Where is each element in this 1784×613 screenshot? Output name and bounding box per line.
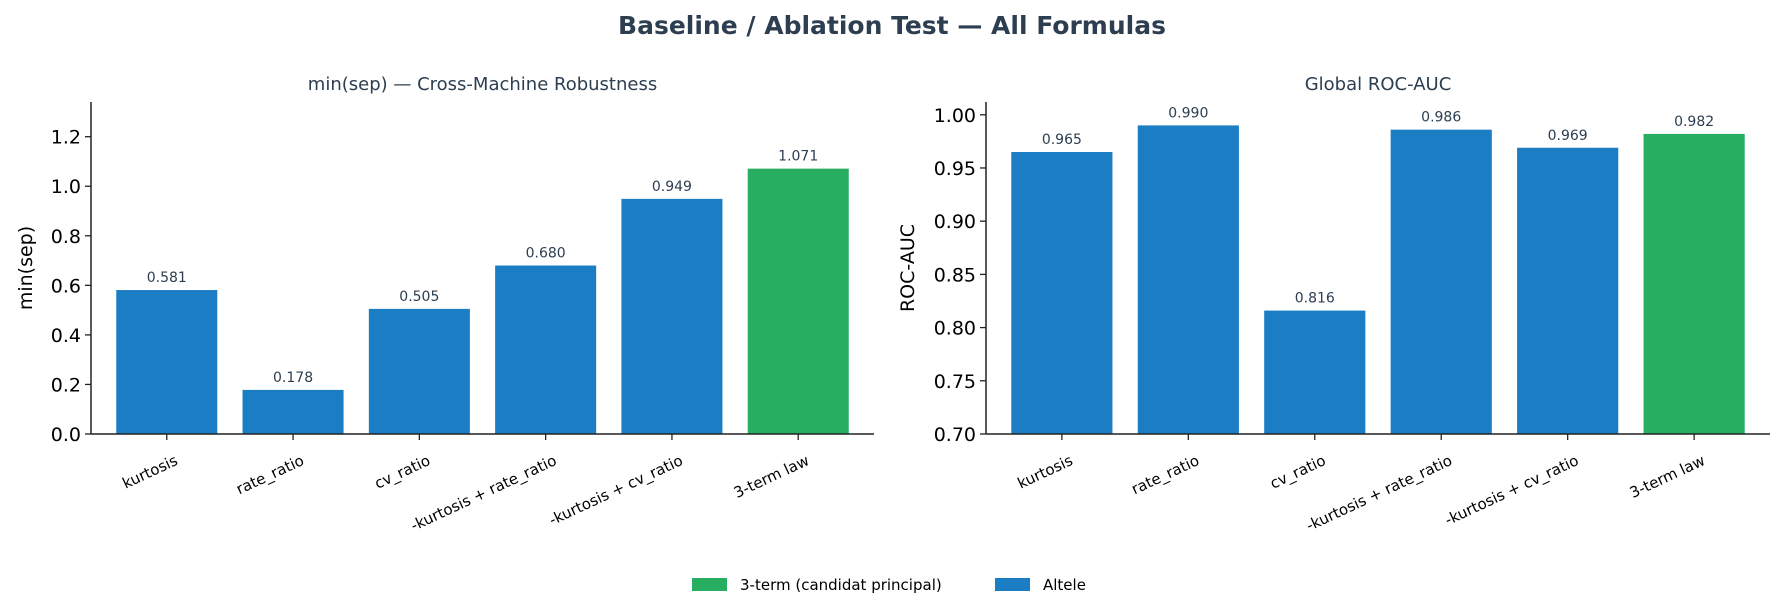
y-axis-label: min(sep) — [15, 226, 37, 310]
bar — [621, 198, 723, 434]
bar — [368, 308, 470, 434]
x-tick-label: cv_ratio — [1267, 451, 1329, 493]
chart-title: Global ROC-AUC — [1305, 74, 1452, 95]
x-tick-label: 3-term law — [731, 451, 812, 502]
legend: 3-term (candidat principal) Altele — [692, 576, 1086, 594]
bar — [495, 265, 597, 434]
y-tick-label: 0.70 — [934, 424, 976, 446]
y-tick-label: 1.2 — [51, 127, 81, 149]
data-label: 0.581 — [147, 270, 187, 286]
y-tick-label: 0.95 — [934, 158, 976, 180]
bar — [1390, 129, 1492, 434]
legend-label-primary: 3-term (candidat principal) — [740, 576, 942, 594]
y-tick-label: 1.0 — [51, 176, 81, 198]
data-label: 0.178 — [273, 370, 313, 386]
data-label: 0.969 — [1548, 128, 1588, 144]
bar — [1643, 133, 1745, 434]
x-tick-label: cv_ratio — [372, 451, 434, 493]
bar — [1264, 310, 1366, 434]
data-label: 0.949 — [652, 179, 692, 195]
bar — [747, 168, 849, 434]
legend-swatch-primary — [692, 578, 727, 591]
data-label: 0.982 — [1674, 114, 1714, 130]
data-label: 0.680 — [526, 246, 566, 262]
data-label: 0.986 — [1421, 110, 1461, 126]
figure-title: Baseline / Ablation Test — All Formulas — [618, 11, 1166, 40]
x-tick-label: kurtosis — [1015, 451, 1076, 492]
bar — [1011, 152, 1113, 434]
x-tick-label: -kurtosis + cv_ratio — [546, 451, 686, 530]
y-tick-label: 0.8 — [51, 226, 81, 248]
data-label: 0.505 — [399, 289, 439, 305]
y-tick-label: 0.85 — [934, 264, 976, 286]
data-label: 1.071 — [778, 149, 818, 165]
x-tick-label: 3-term law — [1627, 451, 1708, 502]
x-tick-label: rate_ratio — [233, 451, 307, 499]
y-axis-label: ROC-AUC — [897, 224, 919, 312]
data-label: 0.965 — [1042, 132, 1082, 148]
legend-label-other: Altele — [1043, 576, 1086, 594]
data-label: 0.816 — [1295, 291, 1335, 307]
legend-swatch-other — [995, 578, 1030, 591]
x-tick-label: rate_ratio — [1129, 451, 1203, 499]
bar — [242, 389, 344, 434]
y-tick-label: 0.75 — [934, 371, 976, 393]
y-tick-label: 0.4 — [51, 325, 81, 347]
bar — [1517, 147, 1619, 434]
x-tick-label: kurtosis — [120, 451, 181, 492]
y-tick-label: 0.80 — [934, 318, 976, 340]
y-tick-label: 0.2 — [51, 374, 81, 396]
bar — [116, 290, 218, 434]
y-tick-label: 0.6 — [51, 275, 81, 297]
bar — [1137, 125, 1239, 435]
chart-1: min(sep) — Cross-Machine Robustness 0.581… — [15, 74, 874, 536]
chart-2: Global ROC-AUC 0.965 kurtosis 0.990 rate_rat… — [897, 74, 1770, 536]
data-label: 0.990 — [1168, 105, 1208, 121]
chart-title: min(sep) — Cross-Machine Robustness — [308, 74, 657, 95]
x-tick-label: -kurtosis + cv_ratio — [1442, 451, 1582, 530]
y-tick-label: 0.90 — [934, 211, 976, 233]
y-tick-label: 0.0 — [51, 424, 81, 446]
y-tick-label: 1.00 — [934, 105, 976, 127]
